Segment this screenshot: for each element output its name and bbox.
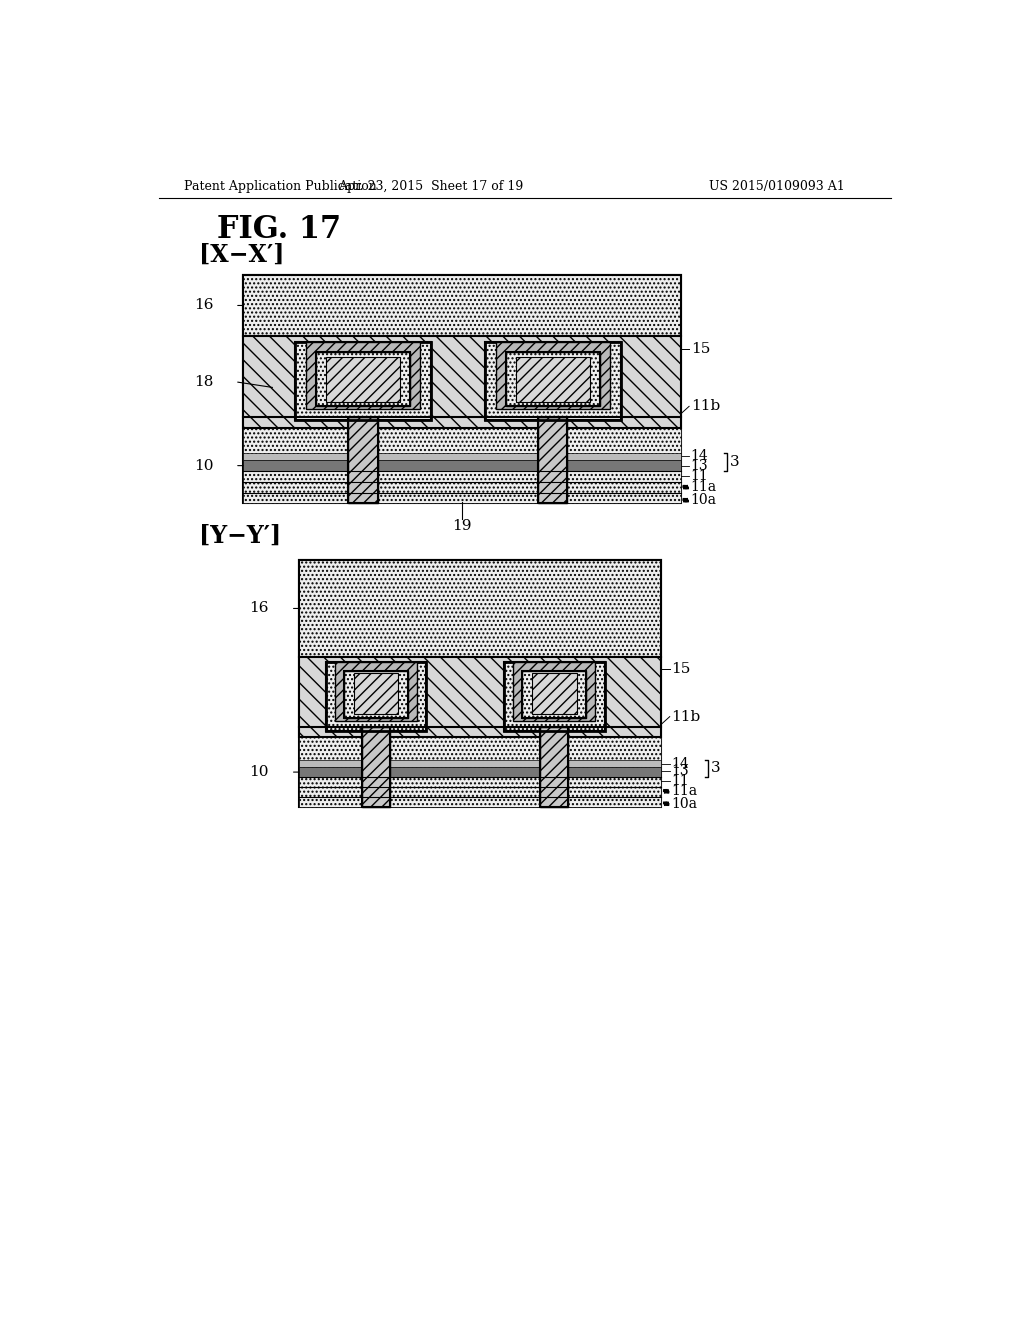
Bar	[299, 760, 662, 767]
Bar	[299, 656, 662, 738]
Text: Patent Application Publication: Patent Application Publication	[183, 181, 377, 194]
Text: 16: 16	[194, 298, 213, 313]
Bar	[522, 671, 586, 718]
Bar	[243, 276, 681, 503]
Bar	[362, 727, 390, 807]
Bar	[348, 417, 378, 503]
Bar	[243, 461, 681, 471]
Text: 15: 15	[672, 661, 690, 676]
Bar	[243, 276, 681, 335]
Bar	[496, 342, 610, 409]
Bar	[504, 663, 604, 730]
Text: 16: 16	[250, 602, 269, 615]
Text: 14: 14	[672, 756, 689, 771]
Text: 10: 10	[250, 766, 269, 779]
Bar	[344, 671, 408, 718]
Text: 3: 3	[730, 455, 739, 469]
Text: 15: 15	[690, 342, 710, 356]
Bar	[295, 342, 431, 420]
Bar	[299, 767, 662, 776]
Text: 3: 3	[711, 762, 721, 775]
Bar	[295, 342, 431, 420]
Text: 10a: 10a	[672, 797, 697, 810]
Bar	[306, 342, 420, 409]
Bar	[506, 352, 600, 405]
Bar	[531, 673, 577, 714]
Bar	[243, 428, 681, 503]
Text: 11a: 11a	[690, 480, 717, 494]
Text: 11b: 11b	[690, 400, 720, 413]
Bar	[335, 663, 417, 721]
Bar	[316, 352, 410, 405]
Bar	[299, 560, 662, 807]
Bar	[485, 342, 621, 420]
Bar	[299, 561, 662, 656]
Bar	[516, 358, 590, 401]
Bar	[299, 738, 662, 807]
Bar	[326, 663, 426, 730]
Bar	[316, 352, 410, 405]
Text: [Y−Y′]: [Y−Y′]	[200, 524, 282, 548]
Bar	[243, 453, 681, 461]
Bar	[522, 671, 586, 718]
Text: 19: 19	[452, 520, 471, 533]
Bar	[353, 673, 398, 714]
Bar	[506, 352, 600, 405]
Text: 13: 13	[672, 764, 689, 779]
Bar	[513, 663, 595, 721]
Bar	[485, 342, 621, 420]
Bar	[326, 663, 426, 730]
Text: Apr. 23, 2015  Sheet 17 of 19: Apr. 23, 2015 Sheet 17 of 19	[338, 181, 523, 194]
Text: 10a: 10a	[690, 494, 717, 507]
Text: 10: 10	[194, 458, 213, 473]
Text: 11b: 11b	[672, 710, 700, 723]
Text: FIG. 17: FIG. 17	[217, 214, 341, 244]
Text: [X−X′]: [X−X′]	[200, 243, 285, 267]
Text: 11a: 11a	[672, 784, 697, 799]
Bar	[541, 727, 568, 807]
Bar	[538, 417, 567, 503]
Bar	[344, 671, 408, 718]
Text: 11: 11	[690, 470, 709, 483]
Text: 13: 13	[690, 458, 709, 473]
Bar	[243, 335, 681, 428]
Bar	[541, 727, 568, 807]
Bar	[327, 358, 400, 401]
Bar	[348, 417, 378, 503]
Text: 18: 18	[194, 375, 213, 388]
Bar	[504, 663, 604, 730]
Bar	[538, 417, 567, 503]
Bar	[362, 727, 390, 807]
Text: 14: 14	[690, 449, 709, 463]
Text: 11: 11	[672, 775, 689, 788]
Text: US 2015/0109093 A1: US 2015/0109093 A1	[710, 181, 845, 194]
